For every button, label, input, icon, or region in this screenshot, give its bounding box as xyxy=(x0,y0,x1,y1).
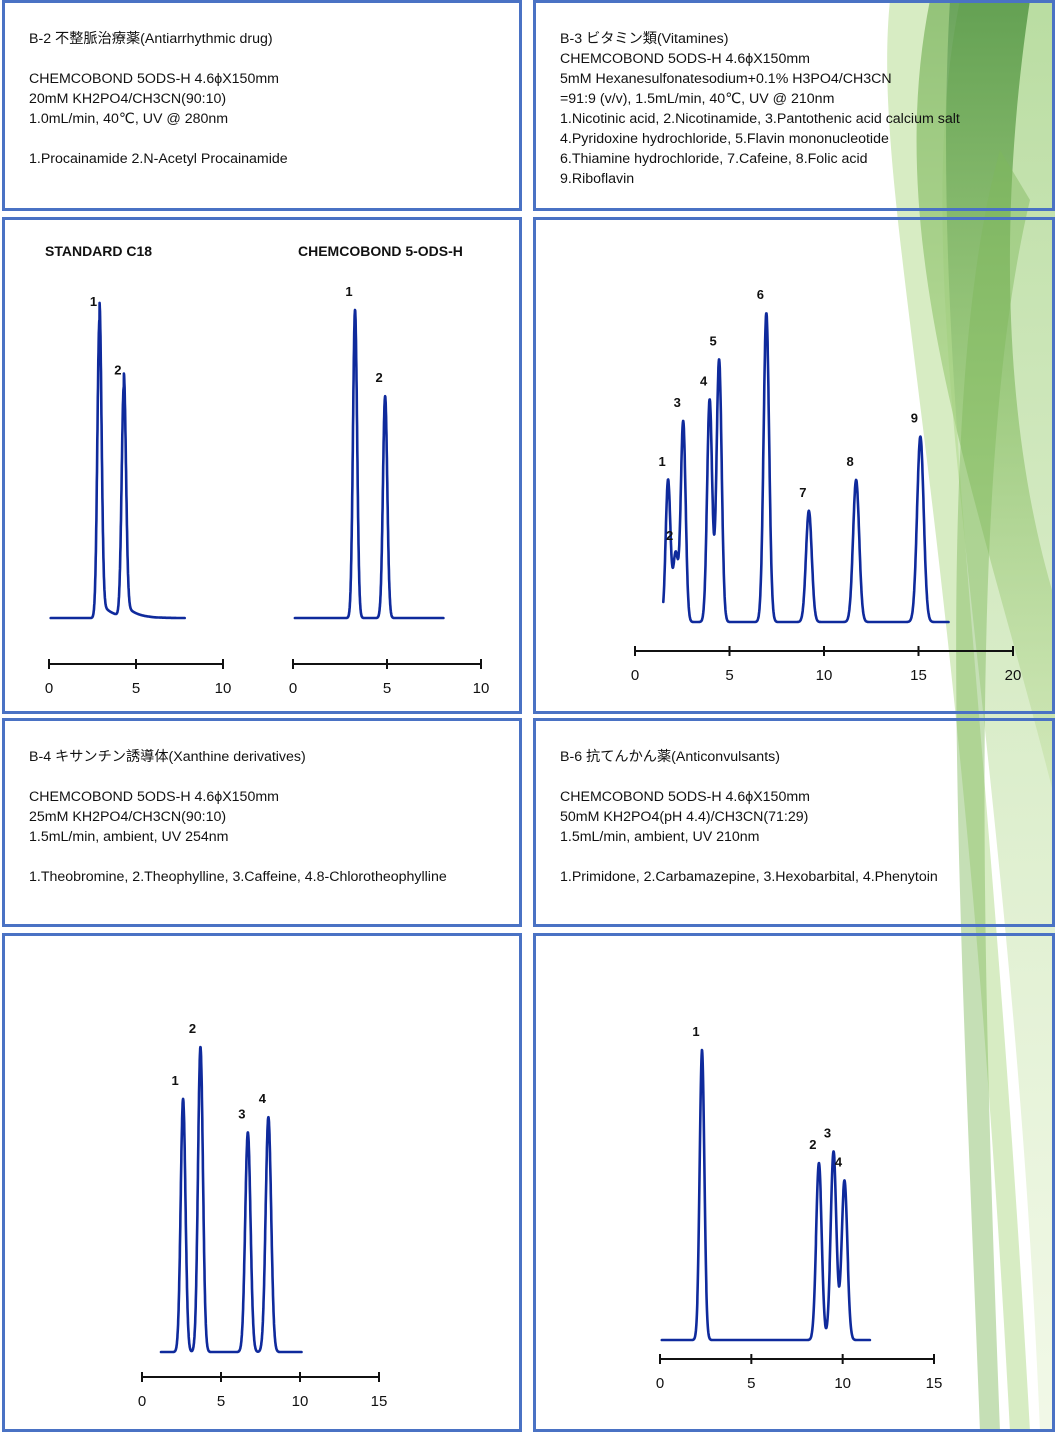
chromatogram-trace xyxy=(662,312,950,624)
b3-line-7: 9.Riboflavin xyxy=(560,171,635,187)
b4-line-3: 1.5mL/min, ambient, UV 254nm xyxy=(29,829,229,845)
peak-label-1: 1 xyxy=(345,284,352,299)
x-tick-label: 15 xyxy=(371,1393,388,1410)
chromatogram-trace xyxy=(159,1045,303,1354)
peak-label-1: 1 xyxy=(692,1024,699,1039)
chromatogram-trace xyxy=(49,301,186,620)
b6-line-3: 1.5mL/min, ambient, UV 210nm xyxy=(560,829,760,845)
x-tick-label: 0 xyxy=(45,680,53,697)
b2-peaks: 1.Procainamide 2.N-Acetyl Procainamide xyxy=(29,151,288,167)
x-tick-label: 10 xyxy=(473,680,490,697)
b4-line-1: CHEMCOBOND 5ODS-H 4.6ϕX150mm xyxy=(29,789,279,805)
b6-title: B-6 抗てんかん薬(Anticonvulsants) xyxy=(560,749,780,765)
panel-b6-description: B-6 抗てんかん薬(Anticonvulsants) CHEMCOBOND 5… xyxy=(533,718,1055,927)
peak-label-9: 9 xyxy=(911,411,918,426)
b3-line-4: 1.Nicotinic acid, 2.Nicotinamide, 3.Pant… xyxy=(560,111,960,127)
b2-line-1: CHEMCOBOND 5ODS-H 4.6ϕX150mm xyxy=(29,71,279,87)
panel-b2-chart: STANDARD C18 0 5 10 1 2 CHEMCOBOND 5-ODS-H 0 5 10… xyxy=(2,217,522,714)
peak-label-7: 7 xyxy=(799,485,806,500)
chart-b2_chemcobond: CHEMCOBOND 5-ODS-H 0 5 10 1 2 xyxy=(289,243,490,697)
x-tick-label: 0 xyxy=(289,680,297,697)
chart-b4: 0 5 10 15 1 2 34 xyxy=(138,1021,388,1410)
b2-line-2: 20mM KH2PO4/CH3CN(90:10) xyxy=(29,91,227,107)
b2-title: B-2 不整脈治療薬(Antiarrhythmic drug) xyxy=(29,31,273,47)
peak-label-4: 4 xyxy=(259,1091,267,1106)
x-tick-label: 5 xyxy=(132,680,140,697)
chromatogram-trace xyxy=(660,1048,872,1342)
b4-title: B-4 キサンチン誘導体(Xanthine derivatives) xyxy=(29,749,306,765)
peak-label-6: 6 xyxy=(757,287,764,302)
panel-b4-description: B-4 キサンチン誘導体(Xanthine derivatives) CHEMC… xyxy=(2,718,522,927)
x-tick-label: 10 xyxy=(834,1375,851,1392)
chart-title: CHEMCOBOND 5-ODS-H xyxy=(298,243,463,259)
peak-label-3: 3 xyxy=(824,1126,831,1141)
x-tick-label: 10 xyxy=(215,680,232,697)
b3-line-3: =91:9 (v/v), 1.5mL/min, 40℃, UV @ 210nm xyxy=(560,91,835,107)
b6-line-1: CHEMCOBOND 5ODS-H 4.6ϕX150mm xyxy=(560,789,810,805)
panel-b4-chart: 0 5 10 15 1 2 3 4 xyxy=(2,933,522,1432)
x-tick-label: 15 xyxy=(926,1375,943,1392)
peak-label-1: 1 xyxy=(658,454,665,469)
b2-line-3: 1.0mL/min, 40℃, UV @ 280nm xyxy=(29,111,229,127)
peak-label-4: 4 xyxy=(700,374,708,389)
peak-label-3: 3 xyxy=(674,395,681,410)
b3-line-5: 4.Pyridoxine hydrochloride, 5.Flavin mon… xyxy=(560,131,889,147)
b4-chromatogram: 0 5 10 15 1 2 34 xyxy=(138,1021,388,1410)
x-tick-label: 20 xyxy=(1005,667,1022,684)
x-tick-label: 5 xyxy=(383,680,391,697)
x-tick-label: 5 xyxy=(725,667,733,684)
x-tick-label: 10 xyxy=(816,667,833,684)
peak-label-4: 4 xyxy=(835,1155,843,1170)
panel-b6-chart: 0 5 10 15 1 2 3 4 xyxy=(533,933,1055,1432)
peak-label-2: 2 xyxy=(666,528,673,543)
x-tick-label: 0 xyxy=(631,667,639,684)
b3-line-6: 6.Thiamine hydrochloride, 7.Cafeine, 8.F… xyxy=(560,151,868,167)
peak-label-3: 3 xyxy=(238,1106,245,1121)
chart-title: STANDARD C18 xyxy=(45,243,152,259)
x-tick-label: 5 xyxy=(217,1393,225,1410)
b4-line-2: 25mM KH2PO4/CH3CN(90:10) xyxy=(29,809,227,825)
chart-b6: 0 5 10 15 1 234 xyxy=(656,1024,943,1392)
b3-line-2: 5mM Hexanesulfonatesodium+0.1% H3PO4/CH3… xyxy=(560,71,892,87)
b2-chromatogram: STANDARD C18 0 5 10 1 2 CHEMCOBOND 5-ODS-H 0 5 10… xyxy=(45,243,490,697)
b3-line-1: CHEMCOBOND 5ODS-H 4.6ϕX150mm xyxy=(560,51,810,67)
chart-b2_standard: STANDARD C18 0 5 10 1 2 xyxy=(45,243,232,697)
x-tick-label: 0 xyxy=(656,1375,664,1392)
peak-label-1: 1 xyxy=(90,294,97,309)
panel-b3-description: B-3 ビタミン類(Vitamines) CHEMCOBOND 5ODS-H 4… xyxy=(533,0,1055,211)
chromatogram-trace xyxy=(293,308,445,620)
b6-line-2: 50mM KH2PO4(pH 4.4)/CH3CN(71:29) xyxy=(560,809,809,825)
x-tick-label: 15 xyxy=(910,667,927,684)
peak-label-8: 8 xyxy=(847,454,854,469)
peak-label-2: 2 xyxy=(114,363,121,378)
panel-b3-chart: 0 5 10 15 20 1 2 3 4 5 6 7 8 9 xyxy=(533,217,1055,714)
panel-b2-description: B-2 不整脈治療薬(Antiarrhythmic drug) CHEMCOBO… xyxy=(2,0,522,211)
peak-label-2: 2 xyxy=(376,370,383,385)
x-tick-label: 0 xyxy=(138,1393,146,1410)
b4-peaks: 1.Theobromine, 2.Theophylline, 3.Caffein… xyxy=(29,869,447,885)
b6-chromatogram: 0 5 10 15 1 234 xyxy=(656,1024,943,1392)
peak-label-2: 2 xyxy=(189,1021,196,1036)
x-tick-label: 10 xyxy=(292,1393,309,1410)
peak-label-5: 5 xyxy=(709,333,716,348)
chart-b3: 0 5 10 15 20 1 2 3 4 5 6 7 8 9 xyxy=(631,287,1022,684)
b3-title: B-3 ビタミン類(Vitamines) xyxy=(560,31,729,47)
peak-label-2: 2 xyxy=(809,1137,816,1152)
peak-label-1: 1 xyxy=(171,1073,178,1088)
b6-peaks: 1.Primidone, 2.Carbamazepine, 3.Hexobarb… xyxy=(560,869,938,885)
b3-chromatogram: 0 5 10 15 20 1 2 3 4 5 6 7 8 9 xyxy=(631,287,1022,684)
x-tick-label: 5 xyxy=(747,1375,755,1392)
